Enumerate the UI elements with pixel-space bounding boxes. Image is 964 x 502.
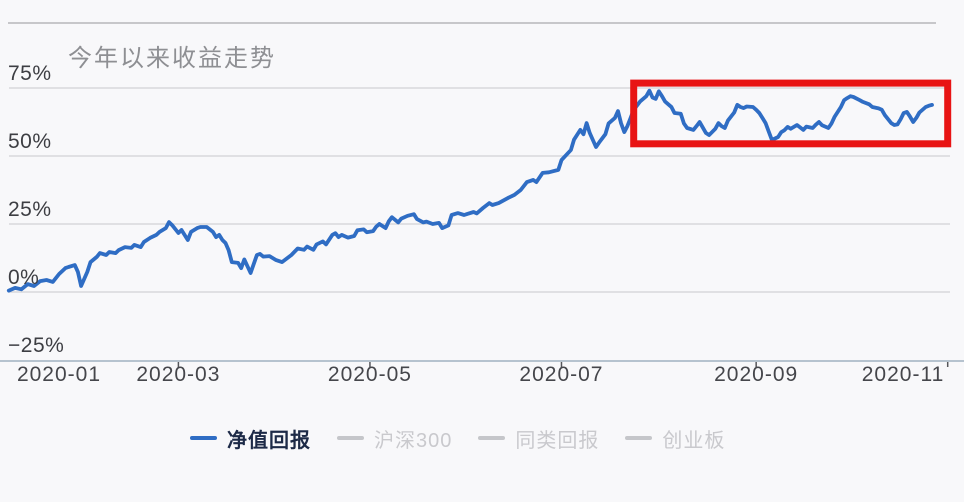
y-axis-label: 50% — [8, 130, 52, 153]
chart-title: 今年以来收益走势 — [68, 45, 276, 72]
x-axis-label: 2020-11 — [861, 363, 945, 386]
x-axis-label: 2020-05 — [327, 363, 412, 386]
legend-dash-icon — [190, 436, 217, 440]
x-axis-label: 2020-09 — [714, 363, 799, 386]
legend-label: 创业板 — [662, 429, 726, 452]
legend-dash-icon — [625, 436, 653, 440]
legend-dash-icon — [337, 436, 364, 440]
net-value-return-line — [6, 88, 934, 293]
legend-label: 净值回报 — [227, 429, 311, 452]
top-divider — [8, 22, 936, 24]
legend-item-0[interactable]: 净值回报 — [190, 424, 311, 453]
annotation-red-box — [630, 79, 952, 148]
y-axis-label: 0% — [8, 266, 40, 289]
y-axis-label: 75% — [8, 62, 52, 85]
legend-label: 沪深300 — [374, 429, 453, 452]
legend-label: 同类回报 — [515, 429, 600, 452]
legend-dash-icon — [478, 436, 506, 440]
legend-item-2[interactable]: 同类回报 — [478, 424, 599, 453]
legend-item-1[interactable]: 沪深300 — [337, 424, 452, 453]
x-axis-label: 2020-03 — [136, 363, 221, 386]
y-axis-label: 25% — [8, 198, 52, 221]
legend-item-3[interactable]: 创业板 — [625, 424, 725, 453]
legend: 净值回报 沪深300 同类回报 创业板 — [190, 423, 725, 453]
x-axis-label: 2020-01 — [16, 363, 102, 386]
x-axis-label: 2020-07 — [519, 363, 604, 386]
y-axis-label: −25% — [8, 334, 65, 357]
